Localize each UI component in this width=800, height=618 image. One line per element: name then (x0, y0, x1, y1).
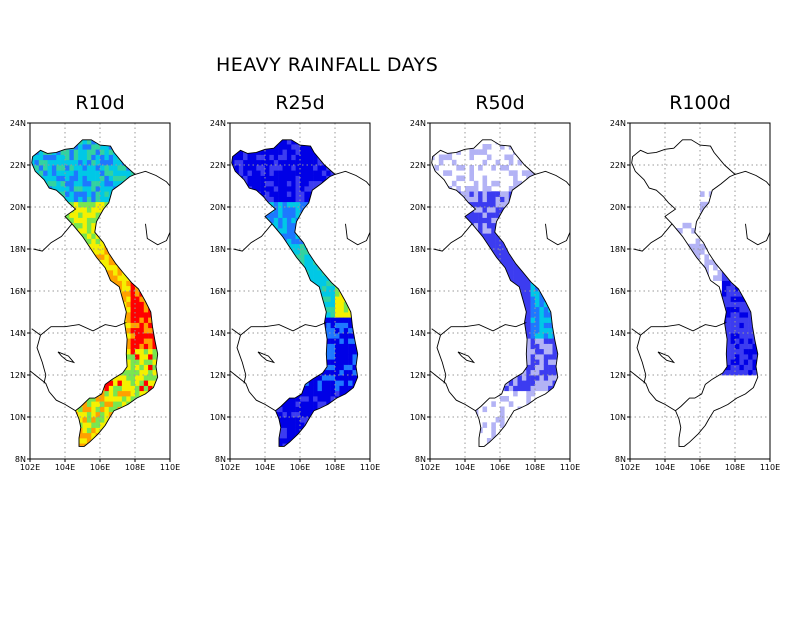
gridlines-r50 (430, 123, 570, 459)
lon-tick-label: 110E (160, 463, 180, 472)
lat-tick-label: 24N (610, 119, 626, 128)
coastlines-r10 (29, 139, 171, 447)
gridlines-r10 (30, 123, 170, 459)
lat-tick-label: 22N (610, 161, 626, 170)
lat-tick-label: 12N (10, 371, 26, 380)
lon-tick-label: 106E (490, 463, 510, 472)
lon-tick-label: 108E (125, 463, 145, 472)
lat-tick-label: 14N (410, 329, 426, 338)
lat-tick-label: 8N (415, 455, 426, 464)
lon-tick-label: 104E (255, 463, 275, 472)
lat-tick-label: 24N (410, 119, 426, 128)
lat-tick-label: 16N (410, 287, 426, 296)
lat-tick-label: 22N (210, 161, 226, 170)
map-panel-r25: 102E 104E 106E 108E 110E 8N 10N 12N 14N 16N 18N 20N… (210, 119, 380, 472)
lon-tick-label: 106E (690, 463, 710, 472)
lat-tick-label: 10N (410, 413, 426, 422)
lat-tick-label: 8N (615, 455, 626, 464)
lat-tick-label: 10N (210, 413, 226, 422)
lat-tick-label: 18N (610, 245, 626, 254)
lat-tick-label: 20N (410, 203, 426, 212)
map-panel-r50: 102E 104E 106E 108E 110E 8N 10N 12N 14N 16N 18N 20N… (410, 119, 580, 472)
lon-tick-label: 102E (420, 463, 440, 472)
lat-tick-label: 20N (10, 203, 26, 212)
lat-tick-label: 20N (210, 203, 226, 212)
lat-tick-label: 14N (210, 329, 226, 338)
lon-tick-label: 110E (560, 463, 580, 472)
lat-tick-label: 14N (10, 329, 26, 338)
map-panel-r100: 102E 104E 106E 108E 110E 8N 10N 12N 14N 16N 18N 20N… (610, 119, 780, 472)
lon-tick-label: 102E (220, 463, 240, 472)
lat-tick-label: 24N (10, 119, 26, 128)
map-panel-r10: 102E 104E 106E 108E 110E 8N 10N 12N 14N 16N 18N 20N… (10, 119, 180, 472)
lon-tick-label: 110E (760, 463, 780, 472)
lon-tick-label: 104E (655, 463, 675, 472)
lat-tick-label: 22N (10, 161, 26, 170)
panel-title-r10d: R10d (75, 92, 125, 114)
lon-tick-label: 102E (20, 463, 40, 472)
lat-tick-label: 18N (210, 245, 226, 254)
lat-tick-label: 10N (10, 413, 26, 422)
lon-tick-label: 102E (620, 463, 640, 472)
lat-tick-label: 12N (210, 371, 226, 380)
panel-title-r25d: R25d (275, 92, 325, 114)
lon-tick-label: 110E (360, 463, 380, 472)
lat-tick-label: 22N (410, 161, 426, 170)
lat-tick-label: 16N (10, 287, 26, 296)
coastlines-r25 (229, 139, 371, 447)
coastlines-r50 (429, 139, 571, 447)
lat-tick-label: 10N (610, 413, 626, 422)
lat-tick-label: 18N (410, 245, 426, 254)
lon-tick-label: 108E (725, 463, 745, 472)
panel-title-r100d: R100d (669, 92, 731, 114)
lon-tick-label: 106E (290, 463, 310, 472)
gridlines-r100 (630, 123, 770, 459)
lat-tick-label: 18N (10, 245, 26, 254)
lon-tick-label: 108E (525, 463, 545, 472)
lat-tick-label: 12N (610, 371, 626, 380)
gridlines-r25 (230, 123, 370, 459)
coastlines-r100 (629, 139, 771, 447)
lon-tick-label: 108E (325, 463, 345, 472)
lon-tick-label: 104E (455, 463, 475, 472)
lat-tick-label: 16N (210, 287, 226, 296)
lat-tick-label: 8N (15, 455, 26, 464)
lat-tick-label: 20N (610, 203, 626, 212)
lon-tick-label: 104E (55, 463, 75, 472)
lon-tick-label: 106E (90, 463, 110, 472)
lat-tick-label: 24N (210, 119, 226, 128)
lat-tick-label: 16N (610, 287, 626, 296)
figure-title: HEAVY RAINFALL DAYS (216, 54, 439, 76)
lat-tick-label: 12N (410, 371, 426, 380)
panel-title-r50d: R50d (475, 92, 525, 114)
lat-tick-label: 14N (610, 329, 626, 338)
lat-tick-label: 8N (215, 455, 226, 464)
